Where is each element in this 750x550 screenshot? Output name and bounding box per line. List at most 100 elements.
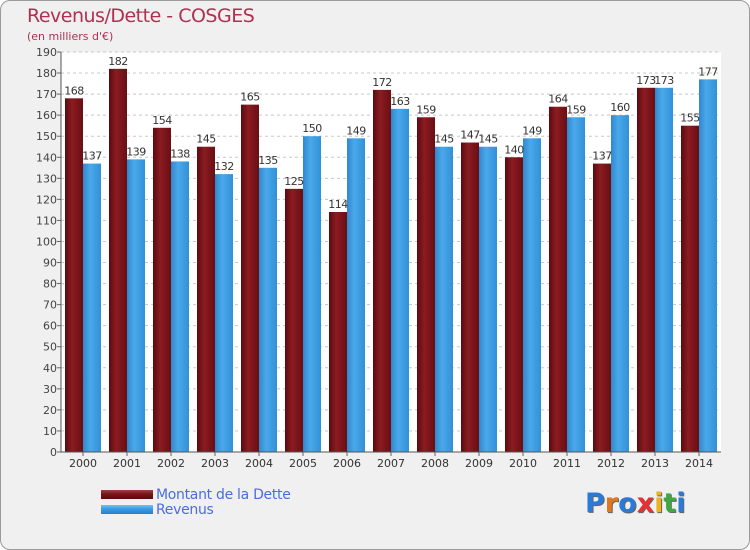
data-label-revenus: 145 bbox=[434, 133, 454, 146]
x-tick-label: 2010 bbox=[509, 457, 537, 470]
bar-revenus bbox=[523, 138, 541, 452]
logo-letter: r bbox=[604, 488, 619, 519]
data-label-dette: 137 bbox=[592, 150, 612, 163]
bar-dette bbox=[197, 146, 215, 452]
x-tick-label: 2013 bbox=[641, 457, 669, 470]
x-tick-label: 2014 bbox=[685, 457, 713, 470]
x-tick-label: 2002 bbox=[157, 457, 185, 470]
y-tick-label: 0 bbox=[50, 446, 57, 459]
y-tick-label: 120 bbox=[36, 193, 57, 206]
y-tick-label: 20 bbox=[43, 404, 57, 417]
y-tick-label: 160 bbox=[36, 109, 57, 122]
bar-revenus bbox=[479, 146, 497, 452]
legend-label-dette: Montant de la Dette bbox=[156, 487, 291, 503]
x-tick-label: 2009 bbox=[465, 457, 493, 470]
data-label-dette: 159 bbox=[416, 103, 436, 116]
legend-swatch-revenus bbox=[101, 505, 153, 514]
y-tick-label: 140 bbox=[36, 151, 57, 164]
y-tick-label: 110 bbox=[36, 214, 57, 227]
bar-dette bbox=[637, 87, 655, 452]
data-label-revenus: 149 bbox=[522, 124, 542, 137]
x-tick-label: 2011 bbox=[553, 457, 581, 470]
x-tick-label: 2007 bbox=[377, 457, 405, 470]
bar-revenus bbox=[303, 136, 321, 453]
data-label-dette: 172 bbox=[372, 76, 392, 89]
bar-dette bbox=[329, 212, 347, 452]
bar-revenus bbox=[347, 138, 365, 452]
bar-revenus bbox=[435, 146, 453, 452]
y-tick-label: 10 bbox=[43, 425, 57, 438]
data-label-dette: 168 bbox=[64, 84, 84, 97]
data-label-dette: 182 bbox=[108, 55, 128, 68]
legend-swatch-dette bbox=[101, 490, 153, 499]
legend-label-revenus: Revenus bbox=[156, 502, 214, 518]
x-tick-label: 2001 bbox=[113, 457, 141, 470]
bar-dette bbox=[461, 142, 479, 453]
logo-letter: t bbox=[663, 488, 677, 519]
bar-dette bbox=[153, 127, 171, 452]
x-tick-label: 2012 bbox=[597, 457, 625, 470]
data-label-dette: 140 bbox=[504, 143, 524, 156]
bar-revenus bbox=[655, 87, 673, 452]
bar-revenus bbox=[83, 163, 101, 452]
y-tick-label: 190 bbox=[36, 46, 57, 59]
data-label-revenus: 159 bbox=[566, 103, 586, 116]
bar-dette bbox=[681, 125, 699, 453]
data-label-dette: 154 bbox=[152, 114, 172, 127]
bar-dette bbox=[109, 68, 127, 452]
y-tick-label: 100 bbox=[36, 235, 57, 248]
y-tick-label: 150 bbox=[36, 130, 57, 143]
bar-revenus bbox=[391, 108, 409, 452]
logo-letter: P bbox=[585, 488, 605, 519]
chart-title: Revenus/Dette - COSGES bbox=[27, 5, 255, 27]
bar-revenus bbox=[215, 174, 233, 452]
data-label-revenus: 132 bbox=[214, 160, 234, 173]
x-tick-label: 2000 bbox=[69, 457, 97, 470]
logo-letter: i bbox=[676, 488, 686, 519]
bar-revenus bbox=[259, 167, 277, 452]
bar-revenus bbox=[171, 161, 189, 452]
data-label-revenus: 137 bbox=[82, 150, 102, 163]
data-label-revenus: 150 bbox=[302, 122, 322, 135]
bar-dette bbox=[505, 157, 523, 452]
logo-letter: i bbox=[654, 488, 664, 519]
y-tick-label: 30 bbox=[43, 383, 57, 396]
data-label-dette: 145 bbox=[196, 133, 216, 146]
data-label-revenus: 135 bbox=[258, 154, 278, 167]
proxiti-logo: Proxiti bbox=[585, 488, 686, 519]
bar-dette bbox=[549, 106, 567, 452]
data-label-dette: 164 bbox=[548, 93, 568, 106]
chart-subtitle: (en milliers d'€) bbox=[27, 30, 114, 43]
x-tick-label: 2005 bbox=[289, 457, 317, 470]
x-tick-label: 2008 bbox=[421, 457, 449, 470]
bar-dette bbox=[373, 89, 391, 452]
y-tick-label: 60 bbox=[43, 320, 57, 333]
x-tick-label: 2003 bbox=[201, 457, 229, 470]
bar-revenus bbox=[567, 117, 585, 453]
data-label-dette: 173 bbox=[636, 74, 656, 87]
y-tick-label: 170 bbox=[36, 88, 57, 101]
data-label-dette: 125 bbox=[284, 175, 304, 188]
y-tick-label: 180 bbox=[36, 67, 57, 80]
data-label-dette: 147 bbox=[460, 129, 480, 142]
data-label-revenus: 163 bbox=[390, 95, 410, 108]
data-label-revenus: 173 bbox=[654, 74, 674, 87]
bar-revenus bbox=[127, 159, 145, 453]
data-label-revenus: 160 bbox=[610, 101, 630, 114]
x-tick-label: 2004 bbox=[245, 457, 273, 470]
bar-revenus bbox=[611, 115, 629, 452]
bar-revenus bbox=[699, 79, 717, 453]
data-label-dette: 165 bbox=[240, 91, 260, 104]
data-label-revenus: 177 bbox=[698, 65, 718, 78]
data-label-revenus: 145 bbox=[478, 133, 498, 146]
bar-dette bbox=[593, 163, 611, 452]
x-tick-label: 2006 bbox=[333, 457, 361, 470]
logo-letter: x bbox=[636, 488, 655, 519]
bar-dette bbox=[417, 117, 435, 453]
logo-letter: o bbox=[618, 488, 637, 519]
bar-dette bbox=[285, 188, 303, 452]
y-tick-label: 80 bbox=[43, 278, 57, 291]
y-tick-label: 130 bbox=[36, 172, 57, 185]
